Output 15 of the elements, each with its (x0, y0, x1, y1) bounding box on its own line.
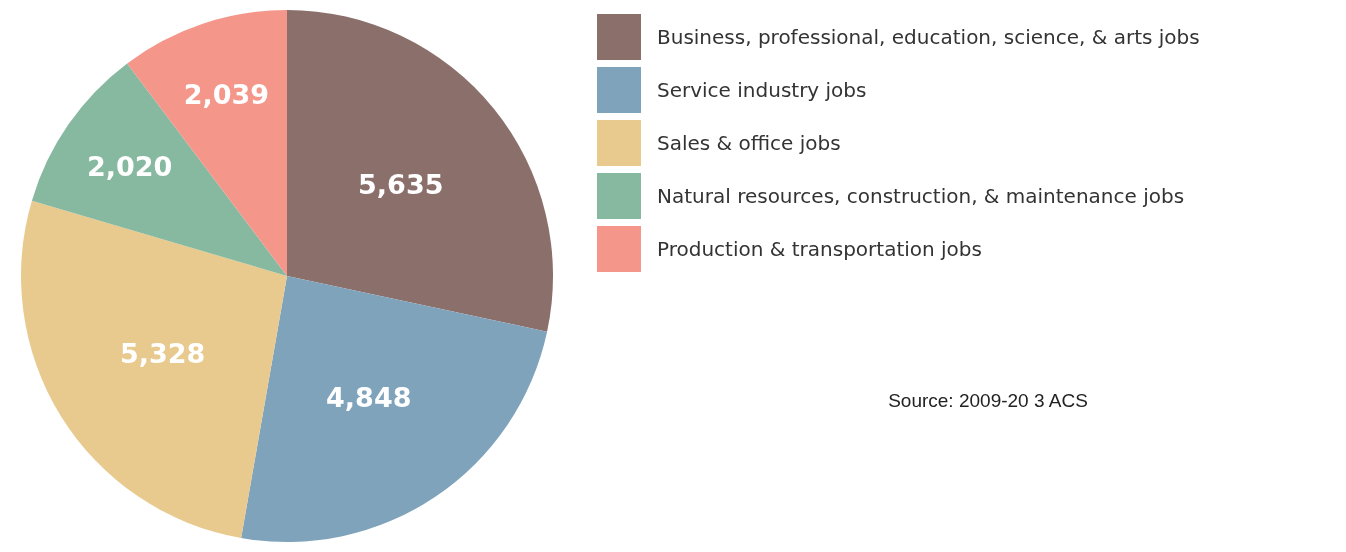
source-note: Source: 2009-20 3 ACS (888, 389, 1088, 411)
pie-slice (241, 276, 548, 542)
data-label: 2,039 (183, 78, 270, 110)
pie-slice (31, 63, 287, 276)
legend-label: Sales & office jobs (657, 131, 841, 155)
legend-label: Business, professional, education, science, & arts jobs (657, 25, 1200, 49)
data-label: 4,848 (326, 381, 412, 413)
legend-label: Production & transportation jobs (657, 237, 982, 261)
legend-label: Natural resources, construction, & maintenance jobs (657, 184, 1185, 208)
data-label: 5,328 (119, 337, 206, 369)
pie-slice (21, 200, 287, 539)
legend-label: Service industry jobs (657, 78, 867, 102)
pie-slice (287, 10, 553, 332)
data-label: 2,020 (86, 151, 173, 183)
data-label: 5,635 (358, 168, 444, 200)
